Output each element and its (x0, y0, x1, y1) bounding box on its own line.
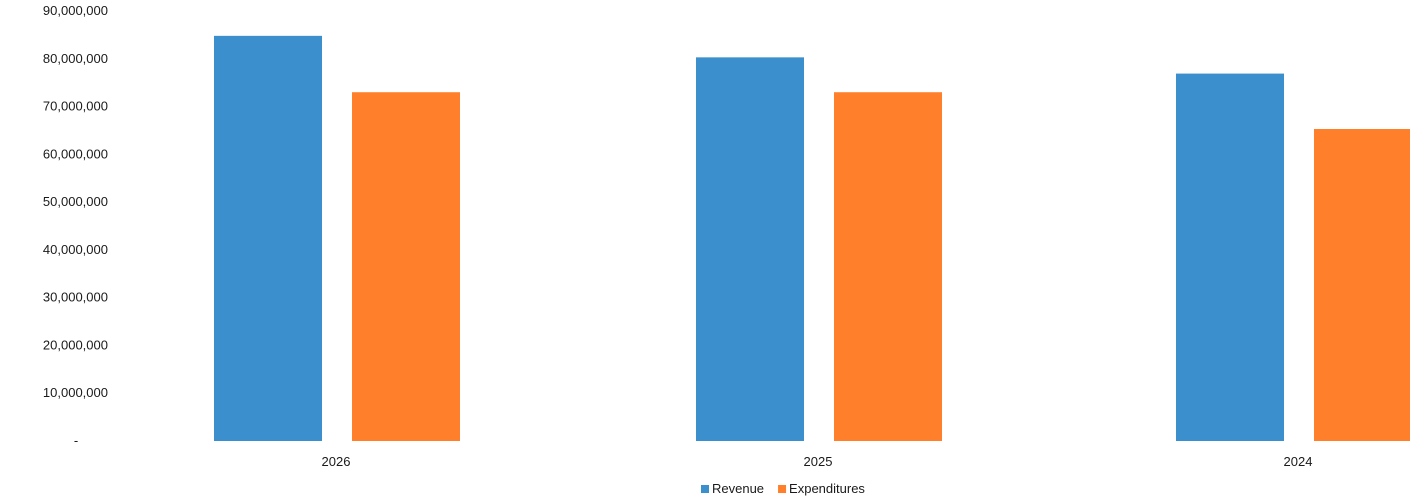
legend-swatch-revenue (701, 485, 709, 493)
bar-revenue-2025 (696, 57, 804, 441)
x-axis: 2026 2025 2024 (322, 454, 1313, 469)
legend-label-revenue: Revenue (712, 481, 764, 496)
bar-expenditures-2024 (1314, 129, 1410, 441)
y-tick-label: 60,000,000 (43, 146, 108, 161)
y-tick-label: 90,000,000 (43, 3, 108, 18)
y-tick-label: 70,000,000 (43, 99, 108, 114)
legend-swatch-expenditures (778, 485, 787, 493)
bar-revenue-2026 (214, 35, 322, 441)
y-tick-label: 50,000,000 (43, 194, 108, 209)
y-tick-label: 80,000,000 (43, 51, 108, 66)
y-tick-label: 30,000,000 (43, 290, 108, 305)
legend: Revenue Expenditures (701, 481, 865, 496)
y-tick-label: - (74, 433, 78, 448)
bar-expenditures-2026 (352, 92, 460, 441)
y-axis: - 10,000,000 20,000,000 30,000,000 40,000,00… (43, 3, 108, 448)
x-category-label: 2026 (322, 454, 351, 469)
y-tick-label: 20,000,000 (43, 337, 108, 352)
bars (214, 35, 1410, 441)
y-tick-label: 10,000,000 (43, 385, 108, 400)
y-tick-label: 40,000,000 (43, 242, 108, 257)
x-category-label: 2025 (804, 454, 833, 469)
bar-revenue-2024 (1176, 73, 1284, 441)
x-category-label: 2024 (1284, 454, 1313, 469)
bar-expenditures-2025 (834, 92, 942, 441)
legend-label-expenditures: Expenditures (789, 481, 865, 496)
